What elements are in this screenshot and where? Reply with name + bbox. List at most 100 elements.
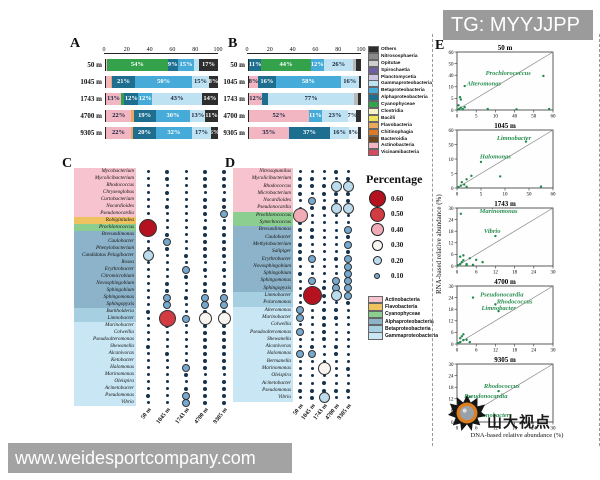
- scatter-point: [459, 337, 462, 340]
- bar-segment: [194, 58, 199, 71]
- taxon-row: Curtobacterium: [74, 196, 234, 203]
- bubble: [322, 359, 326, 363]
- bubble: [184, 198, 188, 201]
- bubble: [298, 279, 302, 283]
- taxon-row: Pseudomonas: [74, 391, 234, 400]
- bubble-cells: [136, 175, 234, 182]
- bubble: [184, 359, 188, 362]
- bubble: [310, 176, 314, 181]
- bubble: [322, 184, 326, 189]
- bubble: [146, 317, 150, 320]
- taxon-name: Mycobacterium: [74, 168, 136, 175]
- bubble: [203, 267, 207, 272]
- bubble-cells: [136, 329, 234, 336]
- bubble: [222, 365, 226, 370]
- sun-logo-icon: [448, 394, 486, 432]
- bubble: [346, 213, 350, 217]
- bar-row: 9305 m22%20%32%17%6%: [64, 124, 218, 141]
- bubble: [298, 359, 302, 363]
- bubble: [334, 315, 338, 320]
- bubble-legend-circle-box: [366, 190, 388, 208]
- bubble-cells: [136, 371, 234, 378]
- bubble: [292, 207, 308, 223]
- bubble: [322, 199, 326, 203]
- taxon-name: Alteromonas: [233, 306, 293, 314]
- bubble-cells: [136, 250, 234, 261]
- bubble: [203, 219, 207, 222]
- taxon-name: Sphingomonas: [74, 294, 136, 301]
- bubble: [146, 344, 150, 349]
- bubble-cells: [136, 336, 234, 343]
- mini-legend-label: Gammaproteobacteria: [385, 333, 439, 340]
- bubble: [184, 253, 188, 258]
- bubble: [165, 226, 169, 229]
- bubble: [146, 309, 150, 314]
- bubble: [298, 388, 302, 393]
- bubble: [222, 344, 226, 349]
- class-color-legend: Others Nitrososphaeria Opitutae Spirochaeti…: [368, 45, 432, 157]
- bubble: [310, 323, 314, 327]
- taxon-name: Candidatus Pelagibacter: [74, 252, 136, 259]
- taxon-annotation: Alteromonas: [466, 81, 502, 88]
- bubble: [146, 177, 150, 180]
- taxon-name: Sphingomonas: [233, 277, 293, 285]
- bubble: [322, 221, 326, 225]
- taxon-name: Alcanivorax: [74, 350, 136, 357]
- bubble: [165, 268, 169, 271]
- legend-item: Alphaproteobacteria: [368, 94, 432, 102]
- bubble-cells: [136, 196, 234, 203]
- bubble-cells: [136, 280, 234, 287]
- taxon-annotation: Prochlorococcus: [486, 70, 532, 77]
- bubble-legend-row: 0.40: [366, 222, 430, 238]
- y-tick-label: 6: [451, 253, 454, 258]
- mini-legend-label: Flavobacteria: [385, 303, 418, 310]
- bubble: [298, 170, 302, 174]
- depth-label: 1743 m: [223, 94, 245, 103]
- taxon-name: Acinetobacter: [233, 379, 293, 387]
- y-tick-label: 50: [449, 143, 455, 148]
- bubble: [165, 366, 169, 369]
- scatter-subplot: 1045 m 0 0 5 5 10 10 50 50 60 60 Limnobacter Halomon…: [443, 120, 583, 198]
- bubble: [334, 381, 338, 385]
- bubble-chart-d: Nitrosopumilus Mycolicibacterium Rhodococc…: [233, 168, 355, 430]
- bubble: [203, 344, 207, 349]
- taxon-row: Nocardioides: [74, 203, 234, 210]
- bubble: [165, 275, 169, 278]
- taxon-name: Novosphingobium: [74, 280, 136, 287]
- bubble: [310, 344, 314, 349]
- bubble-cells: [293, 180, 355, 192]
- bubble-cells: [136, 363, 234, 372]
- taxon-row: Shewanella: [74, 343, 234, 350]
- taxon-row: Sphingomonas: [74, 293, 234, 302]
- x-tick-label: 30: [551, 271, 557, 276]
- bubble: [334, 308, 338, 313]
- bubble: [322, 213, 326, 217]
- e-x-axis-label: DNA-based relative abundance (%): [470, 432, 564, 439]
- stacked-bar: 22%20%32%17%6%: [105, 126, 218, 139]
- stacked-bar: 13% 12% 12% 43% 14%: [105, 92, 218, 105]
- taxon-row: Rhodococcus: [74, 182, 234, 189]
- scatter-subplot: 4700 m 0 0 6 6 12 12 18 18 24 24 30 30 Pseudonocardia…: [443, 276, 583, 354]
- taxon-name: Salipiger: [233, 248, 293, 256]
- legend-item: Vicinamibacteria: [368, 149, 432, 157]
- bubble: [146, 275, 150, 278]
- taxon-annotation: Vibrio: [484, 228, 501, 235]
- website-watermark-overlay: www.weidesportcompany.com: [8, 443, 292, 473]
- bubble-legend-circle: [372, 256, 382, 266]
- bubble: [346, 374, 350, 378]
- bubble: [222, 400, 226, 405]
- bubble: [142, 250, 154, 261]
- bubble: [198, 312, 212, 325]
- taxon-row: Prochlorococcus: [74, 218, 234, 237]
- bubble-legend-row: 0.20: [366, 253, 430, 269]
- bubble: [322, 279, 326, 283]
- bubble: [322, 235, 326, 239]
- scatter-svg: 1045 m 00 5 5 10 10 50 50 60 60 Limnobacter Halomon…: [449, 122, 557, 198]
- legend-label: Opitutae: [381, 60, 401, 66]
- bar-segment: 8%: [348, 126, 358, 139]
- legend-swatch: [368, 114, 379, 122]
- taxon-name: Alcanivorax: [233, 343, 293, 351]
- legend-swatch: [368, 107, 379, 115]
- depth-label: 9305 m: [223, 128, 245, 137]
